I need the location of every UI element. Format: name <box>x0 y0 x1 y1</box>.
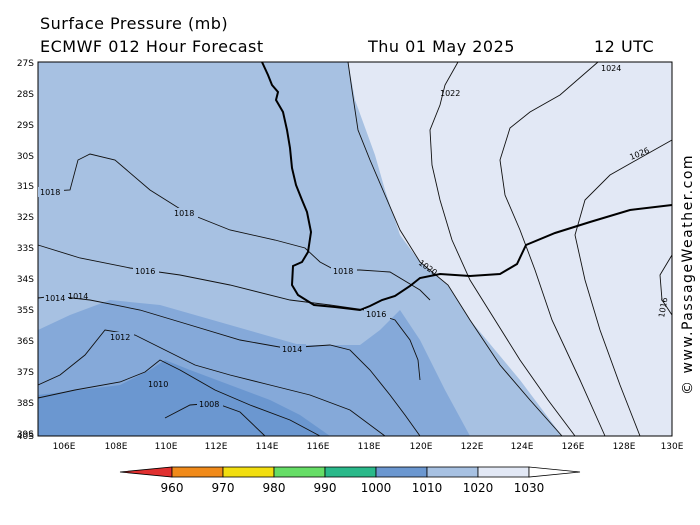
legend-swatch <box>171 466 224 478</box>
lon-label: 114E <box>256 442 279 452</box>
legend-label: 960 <box>161 481 184 495</box>
isobar-label: 1018 <box>40 188 60 197</box>
isobar-label: 1014 <box>68 292 88 301</box>
coastline <box>261 61 673 312</box>
isobar-label: 1008 <box>199 400 219 409</box>
lon-label: 118E <box>358 442 381 452</box>
legend-labels: 960 970 980 990 1000 1010 1020 1030 <box>161 481 545 495</box>
lat-label: 38S <box>17 399 34 409</box>
lon-label: 112E <box>205 442 228 452</box>
lat-label: 34S <box>17 275 34 285</box>
isobar-label: 1016 <box>657 297 669 319</box>
map-frame <box>37 61 673 437</box>
isobar-label: 1016 <box>366 310 386 319</box>
forecast-time: 12 UTC <box>594 37 655 56</box>
legend-label: 1030 <box>514 481 545 495</box>
isobar-label: 1016 <box>135 267 155 276</box>
lon-label: 126E <box>562 442 585 452</box>
isobar-label: 1010 <box>148 380 168 389</box>
lon-label: 108E <box>105 442 128 452</box>
isobar-1012 <box>37 329 386 437</box>
forecast-date: Thu 01 May 2025 <box>368 37 515 56</box>
isobar-label: 1022 <box>440 89 460 98</box>
legend-swatch <box>528 466 581 478</box>
lat-label: 35S <box>17 306 34 316</box>
credit-watermark: © www.PassageWeather.com <box>680 153 696 395</box>
isobar-label: 1012 <box>110 333 130 342</box>
legend-swatch <box>324 466 377 478</box>
legend-swatch <box>222 466 275 478</box>
isobar-label: 1014 <box>45 294 65 303</box>
legend-swatch <box>426 466 479 478</box>
lat-label: 37S <box>17 368 34 378</box>
fill-below-1010 <box>38 360 330 436</box>
legend-label: 1020 <box>463 481 494 495</box>
lat-label: 29S <box>17 121 34 131</box>
isobar-1020 <box>347 61 563 437</box>
legend-swatch <box>273 466 326 478</box>
lon-label: 110E <box>155 442 178 452</box>
map-subtitle: ECMWF 012 Hour Forecast <box>40 37 264 56</box>
isobar-label: 1018 <box>174 209 194 218</box>
lat-label: 33S <box>17 244 34 254</box>
isobar-1026b <box>659 254 673 316</box>
isobars <box>37 61 673 437</box>
isobar-label: 1024 <box>601 64 621 73</box>
legend-label: 1010 <box>412 481 443 495</box>
lon-label: 106E <box>53 442 76 452</box>
lat-label: 30S <box>17 152 34 162</box>
lat-label: 27S <box>17 59 34 69</box>
legend-swatch <box>119 466 173 478</box>
legend-swatch <box>477 466 530 478</box>
legend-label: 970 <box>212 481 235 495</box>
legend-label: 980 <box>263 481 286 495</box>
map-title: Surface Pressure (mb) <box>40 14 229 33</box>
lat-label: 28S <box>17 90 34 100</box>
lon-label: 130E <box>661 442 684 452</box>
isobar-label: 1014 <box>282 345 302 354</box>
lat-label: 40S <box>17 432 34 442</box>
lat-label: 32S <box>17 213 34 223</box>
isobar-1026 <box>574 139 673 437</box>
isobar-label: 1018 <box>333 267 353 276</box>
lon-label: 128E <box>613 442 636 452</box>
isobar-1018 <box>37 153 431 301</box>
isobar-1010 <box>37 359 321 437</box>
lat-label: 36S <box>17 337 34 347</box>
longitude-labels: 106E 108E 110E 112E 114E 116E 118E 120E … <box>53 442 684 452</box>
legend-label: 990 <box>314 481 337 495</box>
isobar-1022 <box>429 61 576 437</box>
lat-label: 31S <box>17 182 34 192</box>
fill-above-1020 <box>348 62 672 436</box>
lon-label: 116E <box>307 442 330 452</box>
lon-label: 120E <box>410 442 433 452</box>
lon-label: 122E <box>461 442 484 452</box>
latitude-labels: 27S 28S 29S 30S 31S 32S 33S 34S 35S 36S … <box>17 59 34 442</box>
legend-label: 1000 <box>361 481 392 495</box>
pressure-legend <box>119 466 581 478</box>
lat-label: 39S <box>17 430 34 440</box>
lon-label: 124E <box>511 442 534 452</box>
isobar-1024 <box>499 61 606 437</box>
legend-swatch <box>375 466 428 478</box>
